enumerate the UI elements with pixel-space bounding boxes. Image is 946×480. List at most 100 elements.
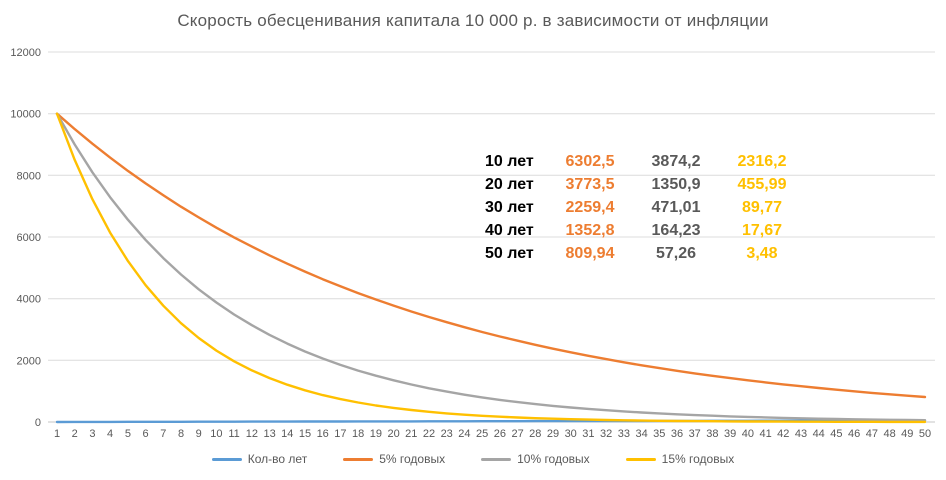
legend-label: 10% годовых <box>517 452 590 466</box>
value-10pct: 1350,9 <box>651 176 701 193</box>
series-line-3 <box>55 112 927 424</box>
x-tick-label: 18 <box>352 428 364 440</box>
table-row: 40 лет 1352,8 164,23 17,67 <box>485 219 805 242</box>
x-tick-label: 49 <box>901 428 913 440</box>
x-tick-label: 16 <box>317 428 329 440</box>
x-tick-label: 50 <box>919 428 931 440</box>
annotation-table: 10 лет 6302,5 3874,2 2316,2 20 лет 3773,… <box>485 150 805 265</box>
x-tick-label: 9 <box>196 428 202 440</box>
y-tick-label: 6000 <box>17 232 41 244</box>
x-tick-label: 42 <box>777 428 789 440</box>
x-tick-label: 39 <box>724 428 736 440</box>
row-label: 20 лет <box>485 176 534 193</box>
x-tick-label: 6 <box>143 428 149 440</box>
legend-line-swatch-orange <box>343 457 374 461</box>
y-tick-label: 10000 <box>10 109 41 121</box>
x-tick-label: 10 <box>210 428 222 440</box>
row-label: 10 лет <box>485 153 534 170</box>
value-15pct: 3,48 <box>746 245 778 262</box>
x-tick-label: 3 <box>89 428 95 440</box>
table-row: 50 лет 809,94 57,26 3,48 <box>485 242 805 265</box>
x-tick-label: 2 <box>72 428 78 440</box>
x-tick-label: 19 <box>370 428 382 440</box>
table-row: 20 лет 3773,5 1350,9 455,99 <box>485 173 805 196</box>
x-tick-label: 27 <box>511 428 523 440</box>
x-tick-label: 37 <box>689 428 701 440</box>
value-5pct: 3773,5 <box>565 176 615 193</box>
value-5pct: 6302,5 <box>565 153 615 170</box>
x-tick-label: 24 <box>458 428 470 440</box>
x-tick-label: 26 <box>494 428 506 440</box>
table-row: 30 лет 2259,4 471,01 89,77 <box>485 196 805 219</box>
x-tick-label: 7 <box>160 428 166 440</box>
x-tick-label: 45 <box>830 428 842 440</box>
x-tick-label: 44 <box>813 428 825 440</box>
y-tick-label: 4000 <box>17 294 41 306</box>
x-tick-label: 30 <box>565 428 577 440</box>
x-tick-label: 14 <box>281 428 293 440</box>
value-5pct: 2259,4 <box>565 199 615 216</box>
chart-legend: Кол-во лет 5% годовых 10% годовых 15% го… <box>0 452 946 466</box>
legend-label: 5% годовых <box>379 452 446 466</box>
legend-item-15pct[interactable]: 15% годовых <box>625 452 735 466</box>
legend-line-swatch-yellow <box>625 457 656 461</box>
value-15pct: 2316,2 <box>737 153 787 170</box>
x-tick-label: 38 <box>706 428 718 440</box>
x-tick-label: 20 <box>387 428 399 440</box>
x-tick-label: 11 <box>228 428 239 440</box>
legend-item-10pct[interactable]: 10% годовых <box>481 452 590 466</box>
value-10pct: 164,23 <box>651 222 701 239</box>
x-tick-label: 23 <box>441 428 453 440</box>
value-5pct: 809,94 <box>565 245 615 262</box>
x-tick-label: 15 <box>299 428 311 440</box>
row-label: 30 лет <box>485 199 534 216</box>
x-tick-label: 5 <box>125 428 131 440</box>
legend-label: Кол-во лет <box>247 452 308 466</box>
x-tick-label: 17 <box>334 428 346 440</box>
x-tick-label: 36 <box>671 428 683 440</box>
x-tick-label: 21 <box>405 428 417 440</box>
value-15pct: 17,67 <box>741 222 783 239</box>
x-tick-label: 46 <box>848 428 860 440</box>
chart-title: Скорость обесценивания капитала 10 000 р… <box>177 11 769 30</box>
x-tick-label: 4 <box>107 428 113 440</box>
x-tick-label: 29 <box>547 428 559 440</box>
legend-line-swatch-blue <box>211 457 242 461</box>
x-tick-label: 12 <box>246 428 258 440</box>
legend-item-5pct[interactable]: 5% годовых <box>343 452 445 466</box>
legend-line-swatch-gray <box>481 457 512 461</box>
value-15pct: 455,99 <box>737 176 787 193</box>
x-tick-label: 43 <box>795 428 807 440</box>
value-10pct: 471,01 <box>651 199 701 216</box>
x-tick-label: 35 <box>653 428 665 440</box>
x-tick-label: 28 <box>529 428 541 440</box>
table-row: 10 лет 6302,5 3874,2 2316,2 <box>485 150 805 173</box>
x-tick-label: 13 <box>263 428 275 440</box>
row-label: 50 лет <box>485 245 534 262</box>
value-15pct: 89,77 <box>741 199 783 216</box>
x-tick-label: 8 <box>178 428 184 440</box>
x-tick-label: 31 <box>582 428 594 440</box>
x-tick-label: 25 <box>476 428 488 440</box>
series-line-1 <box>55 112 927 399</box>
y-tick-label: 2000 <box>17 355 41 367</box>
x-tick-label: 33 <box>618 428 630 440</box>
x-tick-label: 34 <box>635 428 647 440</box>
value-5pct: 1352,8 <box>565 222 615 239</box>
y-tick-label: 0 <box>35 417 41 429</box>
row-label: 40 лет <box>485 222 534 239</box>
x-tick-label: 48 <box>883 428 895 440</box>
value-10pct: 57,26 <box>655 245 697 262</box>
legend-label: 15% годовых <box>661 452 735 466</box>
y-tick-label: 8000 <box>17 170 41 182</box>
x-tick-label: 32 <box>600 428 612 440</box>
x-tick-label: 1 <box>54 428 60 440</box>
series-line-2 <box>55 112 927 422</box>
x-tick-label: 41 <box>759 428 771 440</box>
x-tick-label: 40 <box>742 428 754 440</box>
legend-item-kol-vo-let[interactable]: Кол-во лет <box>211 452 308 466</box>
y-tick-label: 12000 <box>10 47 41 59</box>
x-tick-label: 22 <box>423 428 435 440</box>
